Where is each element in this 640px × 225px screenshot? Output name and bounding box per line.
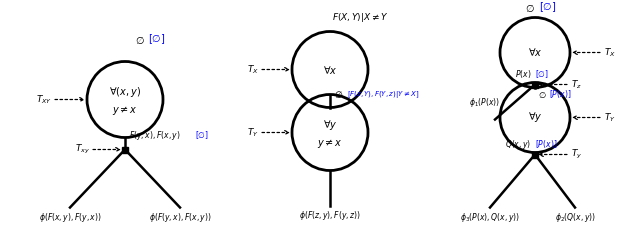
Text: $\phi_2(Q(x,y))$: $\phi_2(Q(x,y))$ — [555, 211, 595, 223]
Text: $F(y,x),F(x,y)$: $F(y,x),F(x,y)$ — [129, 129, 181, 142]
Text: $[P(x)]$: $[P(x)]$ — [535, 139, 557, 151]
Text: $\forall x$: $\forall x$ — [323, 63, 337, 76]
Text: $y\neq x$: $y\neq x$ — [317, 137, 343, 150]
Text: $\emptyset$: $\emptyset$ — [538, 90, 547, 99]
Text: $\emptyset$: $\emptyset$ — [525, 2, 535, 13]
Text: $\emptyset$: $\emptyset$ — [135, 34, 145, 45]
Text: $\phi(F(z,y),F(y,z))$: $\phi(F(z,y),F(y,z))$ — [299, 209, 361, 223]
Text: $y\neq x$: $y\neq x$ — [112, 104, 138, 117]
Text: $[P(x)]$: $[P(x)]$ — [549, 88, 572, 101]
Text: $[F(z,Y),F(Y,z)|Y\neq X]$: $[F(z,Y),F(Y,z)|Y\neq X]$ — [347, 90, 419, 101]
Text: $\forall y$: $\forall y$ — [323, 118, 337, 132]
Text: $\phi(F(x,y),F(y,x))$: $\phi(F(x,y),F(y,x))$ — [38, 211, 101, 223]
Text: $\emptyset$: $\emptyset$ — [334, 90, 343, 101]
Text: $F(X,Y)|X\neq Y$: $F(X,Y)|X\neq Y$ — [332, 11, 388, 24]
Text: $T_{xy}$: $T_{xy}$ — [75, 143, 90, 156]
Text: $T_X$: $T_X$ — [604, 46, 616, 59]
Text: $T_Y$: $T_Y$ — [604, 111, 616, 124]
Text: $\phi_1(P(x))$: $\phi_1(P(x))$ — [470, 96, 500, 109]
Text: $T_z$: $T_z$ — [571, 78, 582, 91]
Text: $\forall(x,y)$: $\forall(x,y)$ — [109, 85, 141, 99]
Text: $P(x)$: $P(x)$ — [515, 68, 531, 81]
Text: $\forall y$: $\forall y$ — [528, 110, 542, 124]
Text: $[\emptyset]$: $[\emptyset]$ — [195, 130, 209, 141]
Text: $T_y$: $T_y$ — [571, 148, 582, 161]
Text: $[\emptyset]$: $[\emptyset]$ — [535, 69, 549, 80]
Text: $T_Y$: $T_Y$ — [247, 126, 259, 139]
Text: $T_X$: $T_X$ — [247, 63, 259, 76]
Text: $\phi(F(y,x),F(x,y))$: $\phi(F(y,x),F(x,y))$ — [148, 211, 211, 223]
Text: $[\emptyset]$: $[\emptyset]$ — [148, 33, 166, 46]
Text: $\forall x$: $\forall x$ — [528, 47, 542, 58]
Text: $T_{XY}$: $T_{XY}$ — [36, 93, 52, 106]
Text: $[\emptyset]$: $[\emptyset]$ — [540, 1, 557, 14]
Text: $\phi_3(P(x),Q(x,y))$: $\phi_3(P(x),Q(x,y))$ — [460, 211, 520, 223]
Text: $Q(x,y)$: $Q(x,y)$ — [505, 138, 531, 151]
